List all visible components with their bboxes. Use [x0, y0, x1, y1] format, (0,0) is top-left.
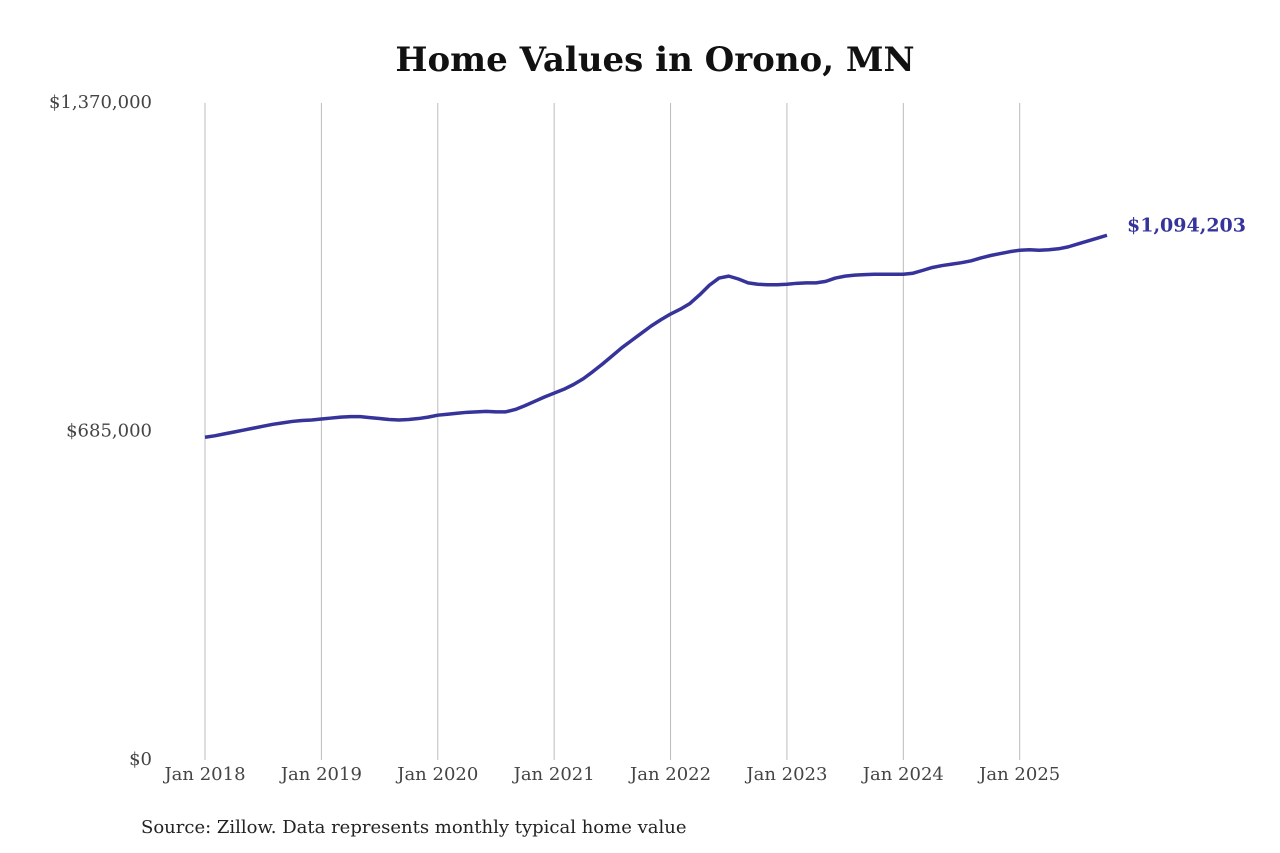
x-tick-label: Jan 2022 [628, 764, 711, 785]
x-tick-label: Jan 2020 [395, 764, 478, 785]
x-tick-label: Jan 2023 [744, 764, 827, 785]
y-tick-label: $1,370,000 [49, 92, 152, 113]
x-tick-label: Jan 2019 [279, 764, 362, 785]
x-tick-label: Jan 2025 [977, 764, 1060, 785]
x-tick-label: Jan 2018 [162, 764, 245, 785]
y-tick-label: $0 [129, 749, 152, 770]
chart-title: Home Values in Orono, MN [395, 40, 914, 80]
x-tick-label: Jan 2024 [861, 764, 944, 785]
source-note: Source: Zillow. Data represents monthly … [141, 817, 687, 838]
x-tick-label: Jan 2021 [512, 764, 595, 785]
y-tick-label: $685,000 [66, 421, 152, 442]
end-label: $1,094,203 [1127, 214, 1246, 236]
line [204, 233, 1108, 439]
